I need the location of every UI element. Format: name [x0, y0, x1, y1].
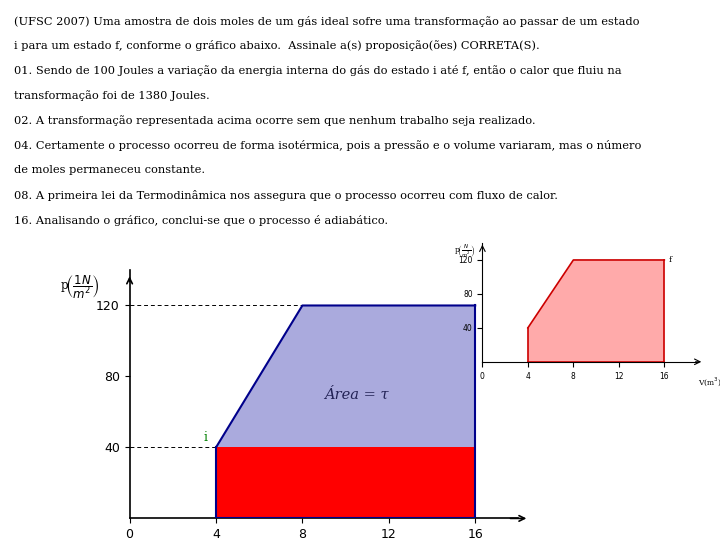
- Polygon shape: [528, 260, 665, 362]
- Text: i: i: [203, 431, 207, 444]
- Text: 16. Analisando o gráfico, conclui-se que o processo é adiabático.: 16. Analisando o gráfico, conclui-se que…: [14, 215, 389, 226]
- Text: f: f: [669, 256, 672, 264]
- Text: 01. Sendo de 100 Joules a variação da energia interna do gás do estado i até f, : 01. Sendo de 100 Joules a variação da en…: [14, 65, 622, 77]
- Text: p$\!\left(\dfrac{1N}{m^2}\right)$: p$\!\left(\dfrac{1N}{m^2}\right)$: [60, 274, 100, 301]
- Text: p$\!\left(\frac{N}{m^2}\right)$: p$\!\left(\frac{N}{m^2}\right)$: [454, 243, 475, 260]
- Text: V(m$^3$): V(m$^3$): [698, 375, 720, 388]
- Text: 02. A transformação representada acima ocorre sem que nenhum trabalho seja reali: 02. A transformação representada acima o…: [14, 116, 536, 126]
- Polygon shape: [216, 306, 475, 448]
- Polygon shape: [216, 448, 475, 518]
- Text: 08. A primeira lei da Termodinâmica nos assegura que o processo ocorreu com flux: 08. A primeira lei da Termodinâmica nos …: [14, 190, 559, 201]
- Text: transformação foi de 1380 Joules.: transformação foi de 1380 Joules.: [14, 90, 210, 101]
- Text: Área = τ: Área = τ: [324, 387, 389, 401]
- Text: i para um estado f, conforme o gráfico abaixo.  Assinale a(s) proposição(ões) CO: i para um estado f, conforme o gráfico a…: [14, 40, 540, 51]
- Text: f: f: [482, 299, 486, 312]
- Text: 04. Certamente o processo ocorreu de forma isotérmica, pois a pressão e o volume: 04. Certamente o processo ocorreu de for…: [14, 140, 642, 151]
- Text: de moles permaneceu constante.: de moles permaneceu constante.: [14, 165, 205, 176]
- Text: (UFSC 2007) Uma amostra de dois moles de um gás ideal sofre uma transformação ao: (UFSC 2007) Uma amostra de dois moles de…: [14, 16, 640, 26]
